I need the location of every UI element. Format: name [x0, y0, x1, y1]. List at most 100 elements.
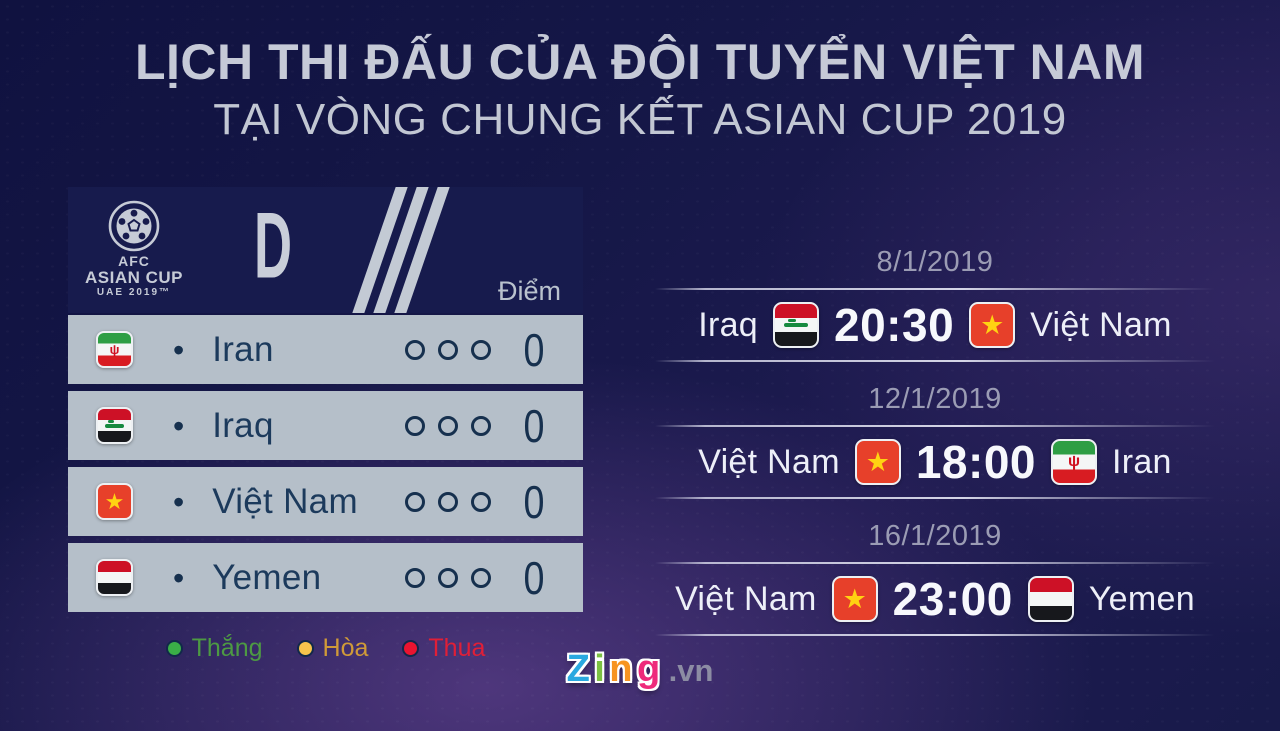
match-result-circle-empty — [471, 415, 491, 436]
match-result-circle-empty — [471, 339, 491, 360]
flag-emblem: ψ — [109, 342, 120, 357]
flag-emblem: ★ — [842, 583, 867, 614]
legend-label: Hòa — [322, 634, 369, 662]
zing-logo-letter: i — [594, 648, 605, 690]
group-standings-table: AFC ASIAN CUP UAE 2019™ D Điểm ψ • Iran … — [68, 187, 583, 663]
standings-row: ★ • Việt Nam 0 — [68, 467, 583, 536]
soccer-ball-icon — [108, 200, 160, 252]
standings-row: • Iraq 0 — [68, 391, 583, 460]
legend-label: Thua — [428, 634, 486, 662]
fixture-block: 8/1/2019 Iraq 20:30 ★ Việt Nam — [655, 244, 1215, 362]
bullet-dot: • — [173, 331, 185, 368]
fixture-match-row: Việt Nam ★ 18:00 ψ Iran — [655, 427, 1215, 497]
standings-header: AFC ASIAN CUP UAE 2019™ D Điểm — [68, 187, 583, 313]
flag-iraq-icon — [96, 407, 133, 444]
afc-logo-text-uae-2019: UAE 2019™ — [96, 287, 172, 299]
match-result-slots — [405, 567, 491, 588]
group-letter: D — [253, 192, 293, 298]
bullet-dot: • — [173, 559, 185, 596]
flag-emblem: ψ — [1067, 453, 1081, 470]
afc-logo-text-afc: AFC — [118, 253, 150, 269]
divider-line — [655, 288, 1215, 290]
zing-domain-suffix: .vn — [668, 653, 714, 688]
home-team-name: Iraq — [698, 305, 759, 344]
zing-wordmark: Z i n g — [567, 648, 665, 690]
flag-emblem — [783, 319, 809, 327]
flag-yemen-icon — [1027, 576, 1074, 622]
flag-yemen-icon — [96, 559, 133, 596]
fixture-block: 16/1/2019 Việt Nam ★ 23:00 Yemen — [655, 518, 1215, 636]
flag-vietnam-icon: ★ — [969, 302, 1016, 348]
legend-dot-icon — [402, 640, 420, 657]
divider-line — [655, 634, 1215, 636]
team-points: 0 — [523, 475, 545, 528]
page-title: LỊCH THI ĐẤU CỦA ĐỘI TUYỂN VIỆT NAM TẠI … — [0, 34, 1280, 145]
results-legend: Thắng Hòa Thua — [68, 634, 583, 663]
legend-label: Thắng — [191, 634, 263, 662]
fixture-date: 12/1/2019 — [868, 383, 1002, 415]
kickoff-time: 23:00 — [892, 573, 1013, 625]
match-result-slots — [405, 415, 491, 436]
team-points: 0 — [523, 323, 545, 376]
team-name: Việt Nam — [212, 481, 358, 521]
kickoff-time: 18:00 — [915, 436, 1036, 488]
match-result-circle-empty — [405, 491, 425, 512]
fixture-match-row: Iraq 20:30 ★ Việt Nam — [655, 290, 1215, 360]
flag-emblem: ★ — [865, 446, 890, 477]
kickoff-time: 20:30 — [834, 299, 955, 351]
away-team-name: Việt Nam — [1030, 305, 1172, 344]
match-result-slots — [405, 339, 491, 360]
match-result-circle-empty — [405, 415, 425, 436]
match-result-circle-empty — [405, 339, 425, 360]
away-team-name: Iran — [1111, 442, 1172, 481]
team-name: Iran — [212, 329, 274, 369]
match-result-circle-empty — [438, 491, 458, 512]
match-result-circle-empty — [471, 491, 491, 512]
points-column-header: Điểm — [497, 276, 561, 306]
team-name: Iraq — [212, 405, 274, 445]
fixture-match-row: Việt Nam ★ 23:00 Yemen — [655, 564, 1215, 634]
zing-logo-letter: g — [636, 648, 661, 690]
flag-emblem: ★ — [104, 488, 125, 514]
zing-logo-letter: Z — [566, 648, 590, 690]
match-result-circle-empty — [405, 567, 425, 588]
fixture-block: 12/1/2019 Việt Nam ★ 18:00 ψ Iran — [655, 381, 1215, 499]
title-line-1: LỊCH THI ĐẤU CỦA ĐỘI TUYỂN VIỆT NAM — [134, 34, 1146, 90]
legend-dot-icon — [296, 640, 314, 657]
home-team-name: Việt Nam — [675, 579, 817, 618]
afc-asian-cup-logo: AFC ASIAN CUP UAE 2019™ — [78, 200, 190, 300]
legend-dot-icon — [165, 640, 183, 657]
flag-vietnam-icon: ★ — [831, 576, 878, 622]
flag-emblem: ★ — [980, 309, 1005, 340]
standings-row: • Yemen 0 — [68, 543, 583, 612]
bullet-dot: • — [173, 483, 185, 520]
zing-logo-letter: n — [609, 648, 633, 690]
flag-iraq-icon — [773, 302, 820, 348]
flag-iran-icon: ψ — [1050, 439, 1097, 485]
flag-iran-icon: ψ — [96, 331, 133, 368]
match-result-slots — [405, 491, 491, 512]
divider-line — [655, 497, 1215, 499]
legend-item: Hòa — [296, 634, 369, 663]
fixture-date: 8/1/2019 — [876, 246, 994, 278]
legend-item: Thua — [402, 634, 485, 663]
bullet-dot: • — [173, 407, 185, 444]
team-name: Yemen — [212, 557, 322, 597]
legend-item: Thắng — [165, 634, 263, 663]
away-team-name: Yemen — [1088, 579, 1195, 618]
match-result-circle-empty — [438, 415, 458, 436]
title-line-2: TẠI VÒNG CHUNG KẾT ASIAN CUP 2019 — [213, 95, 1067, 144]
home-team-name: Việt Nam — [698, 442, 840, 481]
match-result-circle-empty — [438, 567, 458, 588]
match-result-circle-empty — [438, 339, 458, 360]
zing-vn-logo: Z i n g .vn — [0, 648, 1280, 691]
divider-line — [655, 562, 1215, 564]
flag-emblem — [104, 419, 125, 428]
afc-logo-text-asian-cup: ASIAN CUP — [84, 267, 183, 287]
team-points: 0 — [523, 551, 545, 604]
flag-vietnam-icon: ★ — [854, 439, 901, 485]
match-result-circle-empty — [471, 567, 491, 588]
diagonal-stripes-decoration — [348, 187, 454, 313]
fixtures-list: 8/1/2019 Iraq 20:30 ★ Việt Nam 12/1/2019… — [655, 244, 1215, 655]
